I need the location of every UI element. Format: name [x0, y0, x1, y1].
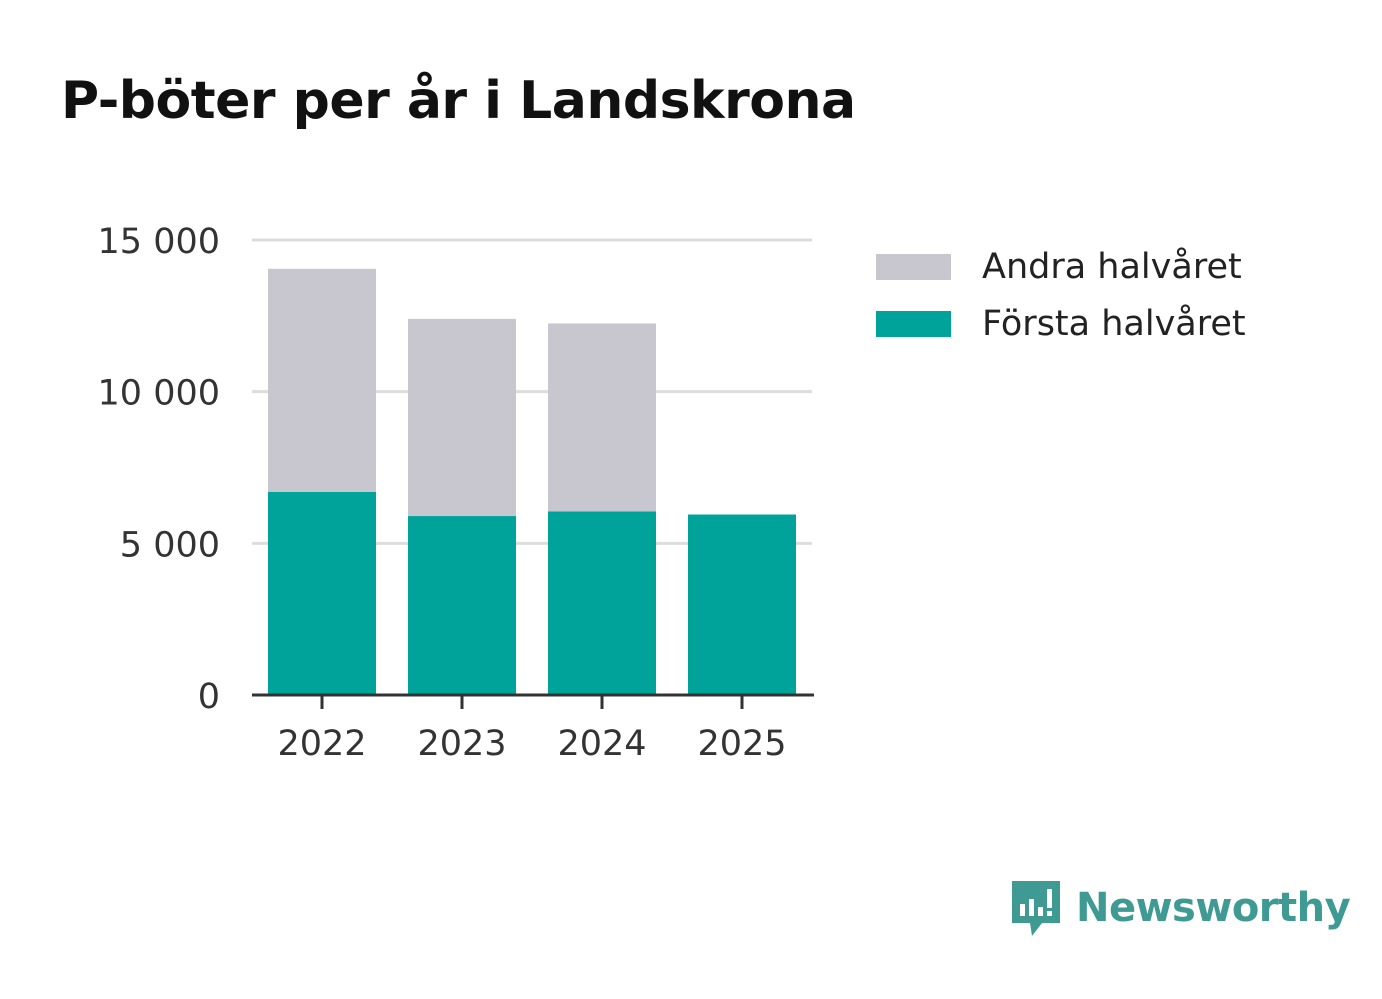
bar-2023-series-0: [408, 516, 516, 695]
y-tick-label-0: 0: [198, 677, 220, 717]
x-axis: [252, 693, 814, 709]
bar-2022-series-0: [268, 491, 376, 695]
bar-2024-series-1: [548, 323, 656, 512]
brand-name: Newsworthy: [1076, 885, 1351, 931]
bar-2023-series-1: [408, 318, 516, 517]
chart-title: P-böter per år i Landskrona: [61, 71, 856, 131]
x-tick-label-2024: 2024: [557, 724, 646, 764]
legend-item-andra: Andra halvåret: [876, 238, 1246, 295]
legend-label-andra: Andra halvåret: [982, 246, 1242, 287]
x-tick-label-2025: 2025: [697, 724, 786, 764]
y-tick-label-5000: 5 000: [120, 525, 220, 565]
tick-labels: 0 5 000 10 000 15 000 2022 2023 2024 2025: [98, 222, 787, 764]
y-tick-label-10000: 10 000: [98, 374, 220, 414]
newsworthy-icon: [1012, 881, 1060, 936]
bar-2022-series-1: [268, 268, 376, 492]
y-tick-label-15000: 15 000: [98, 222, 220, 262]
legend-label-forsta: Första halvåret: [982, 303, 1246, 344]
bar-2024-series-0: [548, 511, 656, 695]
legend-item-forsta: Första halvåret: [876, 295, 1246, 352]
legend-swatch-andra: [876, 253, 951, 280]
x-tick-label-2022: 2022: [277, 724, 366, 764]
bar-2025-series-0: [688, 514, 796, 695]
bars: [268, 268, 796, 695]
legend-swatch-forsta: [876, 310, 951, 337]
legend: Andra halvåret Första halvåret: [876, 238, 1246, 352]
x-tick-label-2023: 2023: [417, 724, 506, 764]
newsworthy-logo: Newsworthy: [1010, 878, 1351, 938]
